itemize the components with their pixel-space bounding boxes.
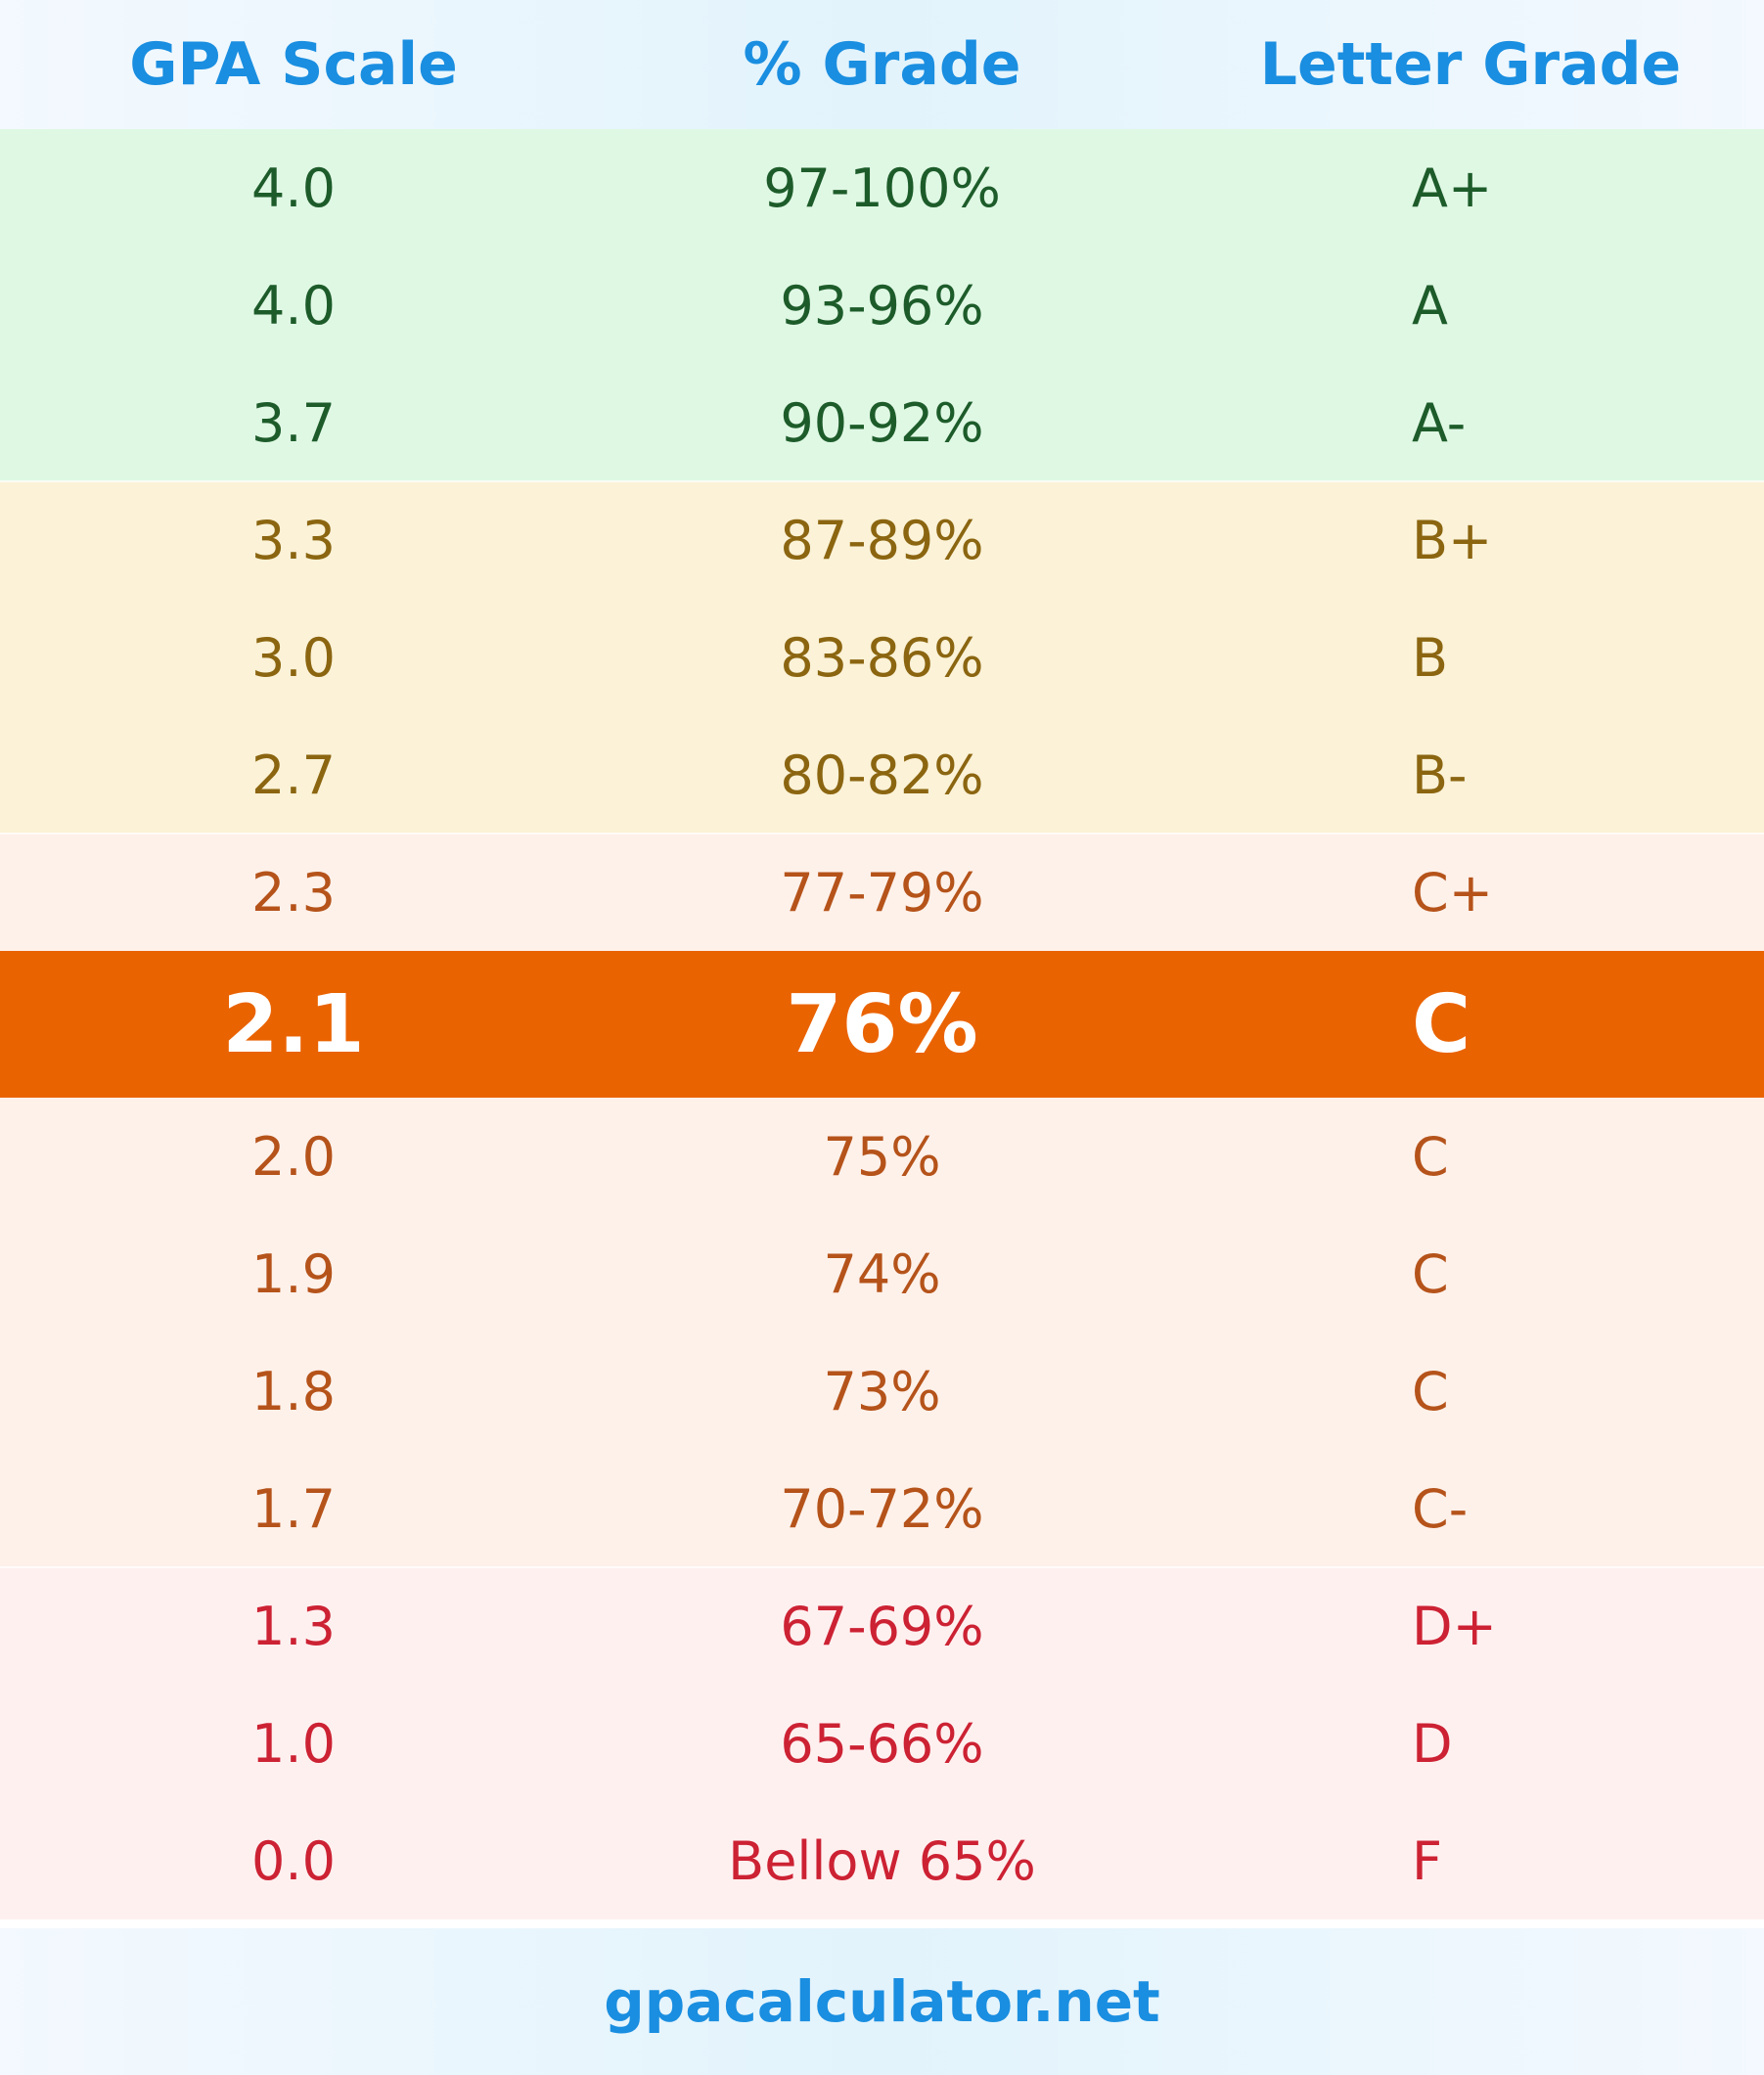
percent-cell: 83-86% xyxy=(780,626,984,689)
gpa-cell: 3.7 xyxy=(251,391,336,454)
percent-cell: 76% xyxy=(786,977,978,1071)
percent-cell: 93-96% xyxy=(780,274,984,337)
letter-cell: B+ xyxy=(1412,509,1493,571)
percent-cell: 74% xyxy=(823,1242,941,1305)
table-row: 0.0 Bellow 65% F xyxy=(0,1802,1764,1919)
letter-cell: D+ xyxy=(1412,1595,1497,1657)
table-row: 4.0 97-100% A+ xyxy=(0,129,1764,247)
gpa-cell: 3.3 xyxy=(251,509,336,571)
letter-cell: D xyxy=(1412,1712,1453,1775)
percent-cell: 97-100% xyxy=(763,157,1001,219)
letter-cell: F xyxy=(1412,1829,1443,1892)
percent-cell: Bellow 65% xyxy=(728,1829,1036,1892)
letter-cell: B- xyxy=(1412,744,1468,806)
site-name: gpacalculator.net xyxy=(604,1968,1160,2035)
header-percent-grade: % Grade xyxy=(743,30,1021,99)
gpa-cell: 3.0 xyxy=(251,626,336,689)
gpa-cell: 1.7 xyxy=(251,1477,336,1540)
percent-cell: 80-82% xyxy=(780,744,984,806)
gpa-cell: 4.0 xyxy=(251,157,336,219)
gpa-cell: 0.0 xyxy=(251,1829,336,1892)
percent-cell: 67-69% xyxy=(780,1595,984,1657)
percent-cell: 73% xyxy=(823,1360,941,1422)
letter-cell: C xyxy=(1412,1242,1449,1305)
letter-cell: C+ xyxy=(1412,861,1493,924)
percent-cell: 65-66% xyxy=(780,1712,984,1775)
group-divider xyxy=(0,833,1764,835)
gpa-cell: 2.3 xyxy=(251,861,336,924)
table-row: 1.0 65-66% D xyxy=(0,1685,1764,1802)
gpa-cell: 2.1 xyxy=(222,977,365,1071)
gpa-cell: 1.0 xyxy=(251,1712,336,1775)
table-row: 2.7 80-82% B- xyxy=(0,716,1764,834)
table-row: 1.3 67-69% D+ xyxy=(0,1567,1764,1685)
gpa-cell: 4.0 xyxy=(251,274,336,337)
table-row-highlighted: 2.1 76% C xyxy=(0,951,1764,1098)
letter-cell: C xyxy=(1412,1360,1449,1422)
letter-cell: C xyxy=(1412,977,1471,1071)
table-row: 1.8 73% C xyxy=(0,1332,1764,1450)
table-row: 2.3 77-79% C+ xyxy=(0,834,1764,951)
letter-cell: A xyxy=(1412,274,1448,337)
table-header: GPA Scale % Grade Letter Grade xyxy=(0,0,1764,129)
table-footer: gpacalculator.net xyxy=(0,1928,1764,2075)
table-row: 3.3 87-89% B+ xyxy=(0,481,1764,599)
table-row: 4.0 93-96% A xyxy=(0,247,1764,364)
letter-cell: C xyxy=(1412,1125,1449,1188)
percent-cell: 87-89% xyxy=(780,509,984,571)
group-divider xyxy=(0,1566,1764,1568)
percent-cell: 75% xyxy=(823,1125,941,1188)
gpa-cell: 2.0 xyxy=(251,1125,336,1188)
header-gpa-scale: GPA Scale xyxy=(129,30,458,99)
letter-cell: A+ xyxy=(1412,157,1493,219)
percent-cell: 77-79% xyxy=(780,861,984,924)
table-row: 2.0 75% C xyxy=(0,1098,1764,1215)
table-row: 3.7 90-92% A- xyxy=(0,364,1764,481)
table-row: 1.7 70-72% C- xyxy=(0,1450,1764,1567)
gpa-cell: 1.8 xyxy=(251,1360,336,1422)
table-row: 1.9 74% C xyxy=(0,1215,1764,1332)
header-letter-grade: Letter Grade xyxy=(1259,30,1682,99)
letter-cell: C- xyxy=(1412,1477,1469,1540)
percent-cell: 90-92% xyxy=(780,391,984,454)
letter-cell: B xyxy=(1412,626,1449,689)
gpa-cell: 1.9 xyxy=(251,1242,336,1305)
letter-cell: A- xyxy=(1412,391,1467,454)
gpa-cell: 1.3 xyxy=(251,1595,336,1657)
group-divider xyxy=(0,480,1764,482)
gpa-cell: 2.7 xyxy=(251,744,336,806)
table-row: 3.0 83-86% B xyxy=(0,599,1764,716)
percent-cell: 70-72% xyxy=(780,1477,984,1540)
